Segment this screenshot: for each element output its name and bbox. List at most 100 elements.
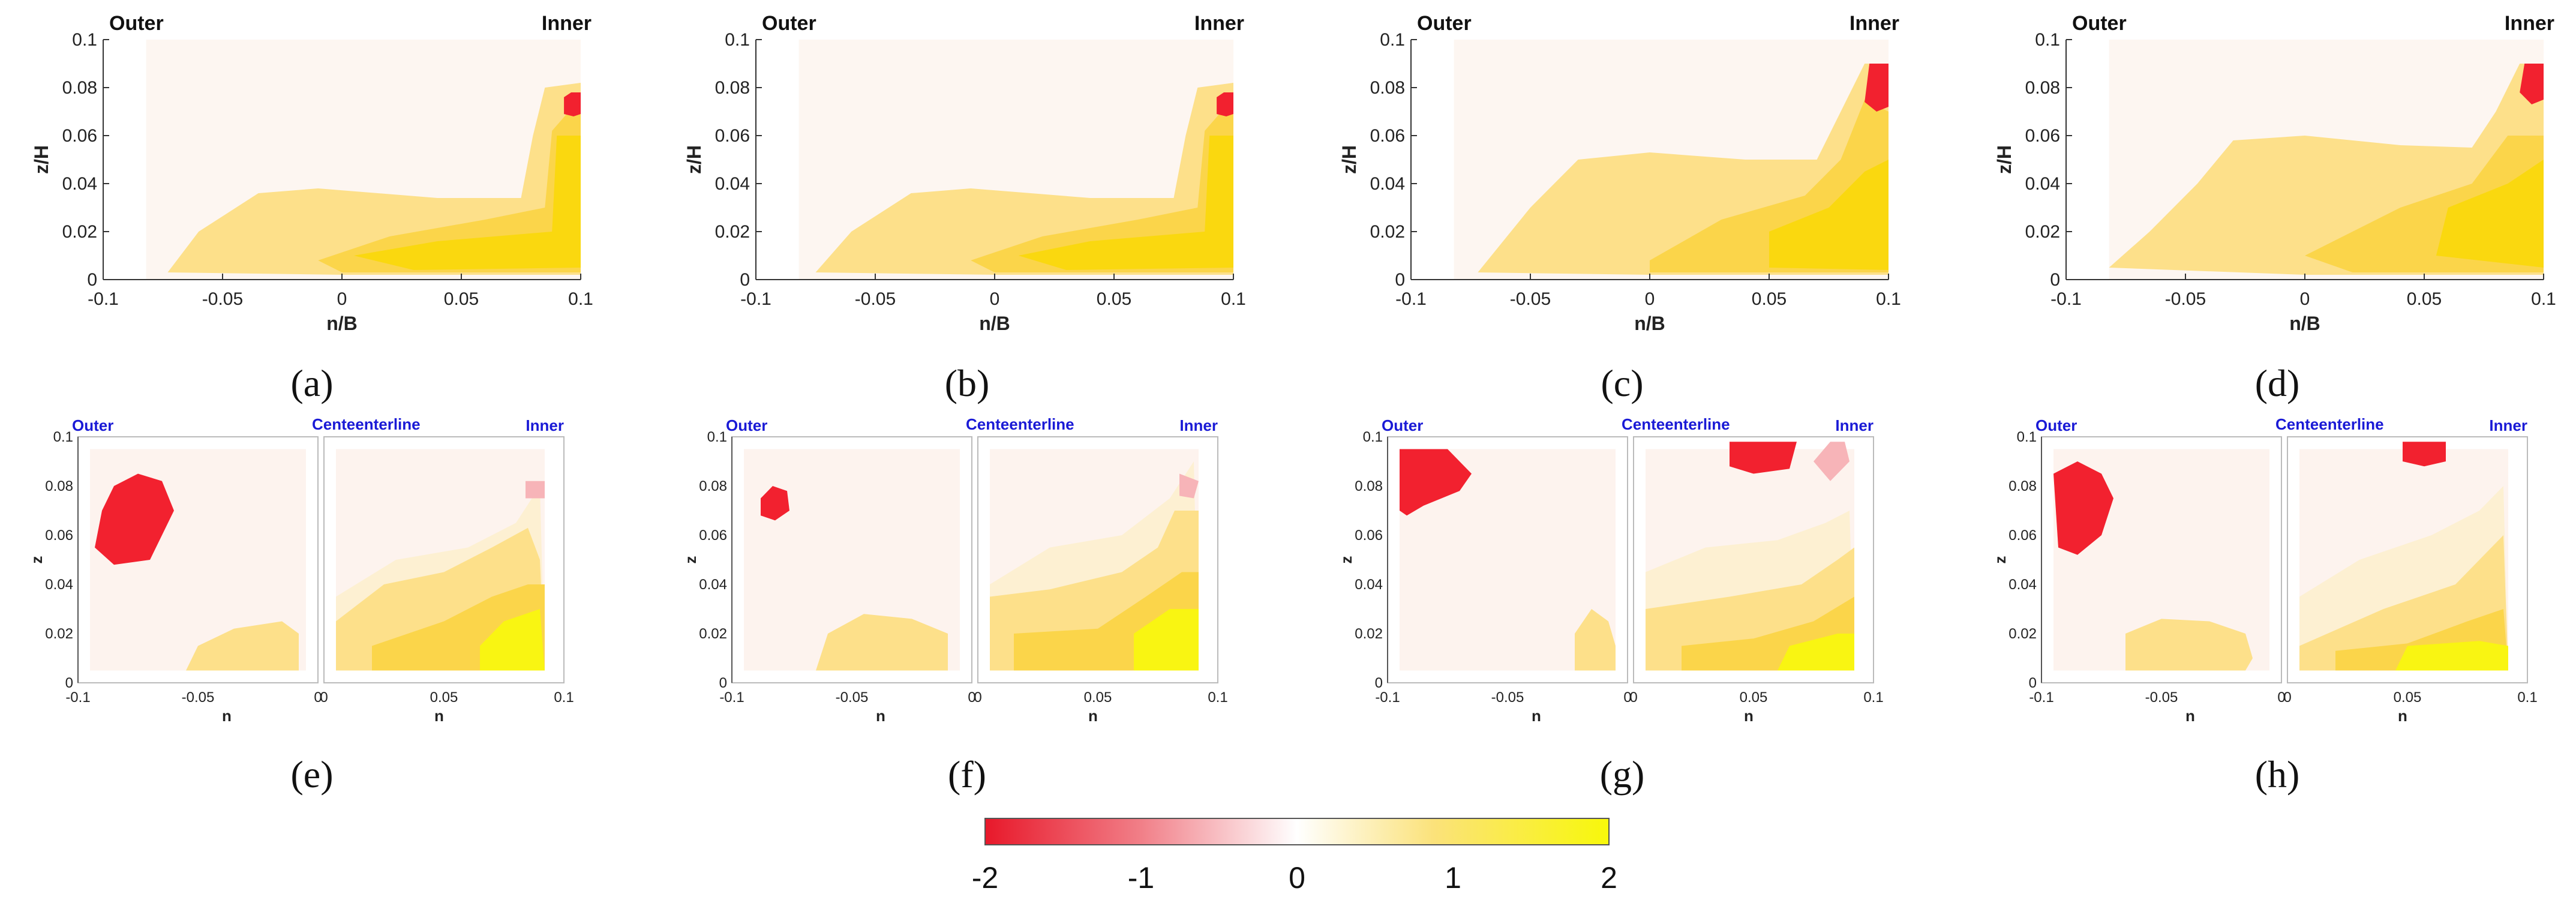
x-tick-label: 0 (1629, 689, 1637, 706)
contour-region (1814, 442, 1850, 481)
panel-caption: (c) (1601, 362, 1643, 404)
contour-region (1134, 609, 1199, 671)
x-tick-label: 0.05 (1097, 289, 1131, 309)
contour-region (95, 473, 174, 565)
panel-caption: (g) (1600, 753, 1645, 796)
y-tick-label: 0.08 (1355, 478, 1383, 494)
x-tick-label: 0.1 (1208, 689, 1227, 706)
x-tick-label: 0 (1645, 289, 1655, 309)
contour-region (1730, 442, 1797, 474)
x-tick-label: 0.1 (554, 689, 574, 706)
contour-region (971, 112, 1233, 272)
y-tick-label: 0.1 (725, 30, 750, 50)
outer-label: Outer (1382, 416, 1423, 434)
x-tick-label: 0.05 (444, 289, 479, 309)
panel-caption: (a) (290, 362, 333, 404)
panels-layer: -0.1 -0.05 0 0.05 0.1 0 0.02 0.04 0.06 0.08 0.1 n/B… (28, 12, 2556, 796)
x-tick-label: -0.1 (65, 689, 90, 706)
contour-region (2395, 641, 2508, 671)
x-tick-label: 0.1 (568, 289, 593, 309)
y-tick-label: 0.08 (2008, 478, 2037, 494)
inner-label: Inner (1179, 416, 1218, 434)
inner-label: Inner (542, 12, 592, 35)
x-tick-label: 0 (990, 289, 1000, 309)
outer-label: Outer (109, 12, 164, 35)
y-tick-label: 0.04 (2008, 577, 2037, 593)
contour-region (1018, 136, 1233, 270)
x-axis-label-left: n (2185, 707, 2195, 725)
y-tick-label: 0 (2029, 675, 2037, 691)
x-tick-label: -0.05 (202, 289, 243, 309)
x-axis-label-left: n (876, 707, 885, 725)
x-tick-label: -0.05 (836, 689, 869, 706)
inner-label: Inner (1835, 416, 1874, 434)
y-axis-label: z/H (683, 145, 705, 174)
y-tick-label: 0.04 (45, 577, 73, 593)
centerline-label: Centeenterline (966, 415, 1074, 433)
x-tick-label: 0 (2300, 289, 2310, 309)
panel-c: -0.1 -0.05 0 0.05 0.1 0 0.02 0.04 0.06 0.08 0.1 n/B… (1338, 12, 1901, 404)
contour-region (564, 92, 581, 116)
x-axis-label: n/B (326, 313, 358, 334)
y-tick-label: 0.06 (1370, 126, 1405, 146)
contour-region (1217, 92, 1233, 116)
x-tick-label: -0.1 (1375, 689, 1400, 706)
contour-region (186, 621, 299, 671)
y-tick-label: 0 (719, 675, 727, 691)
y-axis-label: z (1991, 556, 2009, 564)
y-tick-label: 0.04 (715, 174, 750, 194)
y-tick-label: 0.02 (2025, 222, 2060, 242)
y-tick-label: 0.1 (72, 30, 97, 50)
y-tick-label: 0 (1375, 675, 1383, 691)
y-tick-label: 0.02 (62, 222, 97, 242)
inner-label: Inner (526, 416, 564, 434)
contour-region (526, 481, 545, 499)
x-tick-label: 0 (337, 289, 347, 309)
x-tick-label: -0.05 (855, 289, 896, 309)
y-axis-label: z (28, 556, 46, 564)
centerline-label: Centeenterline (2275, 415, 2384, 433)
y-tick-label: 0.06 (2008, 527, 2037, 544)
x-tick-label: 0 (968, 689, 975, 706)
y-tick-label: 0.06 (699, 527, 727, 544)
colorbar-tick-label: 2 (1601, 861, 1617, 895)
x-tick-label: 0.1 (1221, 289, 1246, 309)
y-tick-label: 0.04 (1370, 174, 1405, 194)
y-tick-label: 0.08 (45, 478, 73, 494)
x-axis-label-right: n (1088, 707, 1098, 725)
y-tick-label: 0.04 (2025, 174, 2060, 194)
y-tick-label: 0.06 (45, 527, 73, 544)
x-tick-label: -0.05 (2165, 289, 2206, 309)
x-tick-label: -0.1 (2029, 689, 2053, 706)
inner-label: Inner (2505, 12, 2554, 35)
x-axis-label-right: n (1744, 707, 1754, 725)
contour-region (1769, 160, 1889, 270)
x-tick-label: -0.1 (1395, 289, 1427, 309)
panel-f: 00.020.040.060.080.1-0.1 -0.05 00 0.05 0.1n n… (681, 415, 1228, 796)
centerline-label: Centeenterline (1622, 415, 1730, 433)
y-tick-label: 0.1 (2035, 30, 2060, 50)
y-tick-label: 0.02 (1355, 626, 1383, 642)
contour-region (2403, 442, 2446, 467)
colorbar-tick-label: 0 (1289, 861, 1305, 895)
x-tick-label: 0.05 (430, 689, 458, 706)
contour-region (2436, 160, 2544, 268)
centerline-label: Centeenterline (312, 415, 421, 433)
y-tick-label: 0 (1395, 270, 1405, 290)
y-axis-label: z (1337, 556, 1355, 564)
x-tick-label: 0.05 (1752, 289, 1787, 309)
y-tick-label: 0.04 (699, 577, 727, 593)
y-tick-label: 0.02 (699, 626, 727, 642)
x-tick-label: -0.05 (1491, 689, 1524, 706)
contour-region (480, 609, 545, 671)
y-tick-label: 0.08 (699, 478, 727, 494)
y-tick-label: 0.1 (707, 429, 727, 445)
y-tick-label: 0 (2050, 270, 2060, 290)
contour-region (1400, 449, 1472, 516)
panel-caption: (b) (945, 362, 990, 404)
panel-h: 00.020.040.060.080.1-0.1 -0.05 00 0.05 0.1n n… (1991, 415, 2538, 796)
contour-region (2125, 619, 2253, 671)
x-tick-label: 0.05 (1084, 689, 1112, 706)
x-tick-label: 0 (2283, 689, 2291, 706)
y-tick-label: 0.08 (715, 78, 750, 98)
